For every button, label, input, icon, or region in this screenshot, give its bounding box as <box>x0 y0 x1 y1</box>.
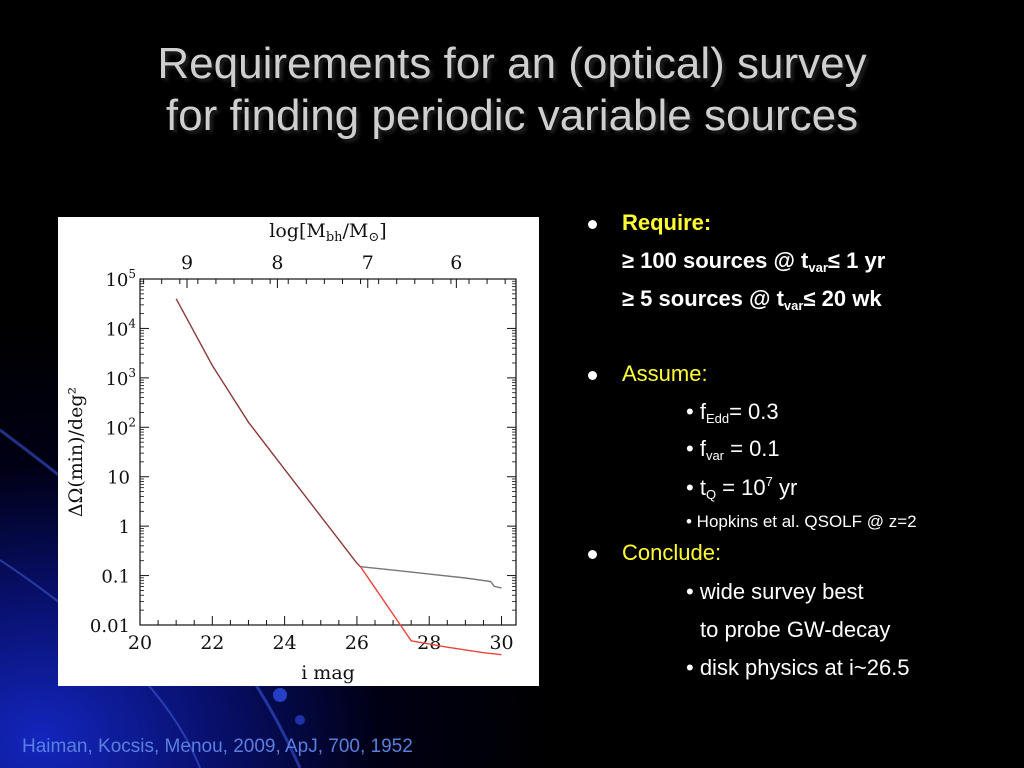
conclusion-1: • wide survey best <box>686 579 864 604</box>
assumption-f-edd: • fEdd= 0.3 <box>686 399 779 426</box>
x-tick-label: 28 <box>417 632 441 654</box>
series-line-3 <box>359 566 502 656</box>
x-tick-label: 20 <box>128 632 152 654</box>
conclusion-1-continued: to probe GW-decay <box>700 617 891 642</box>
bullet-dot-require <box>588 220 597 229</box>
y-tick-label: 102 <box>105 415 136 439</box>
y-tick-label: 105 <box>105 267 136 291</box>
top-tick-label: 6 <box>450 252 462 274</box>
y-tick-label: 1 <box>119 517 130 538</box>
bullet-dot-conclude <box>588 550 597 559</box>
require-label: Require: <box>622 210 712 235</box>
x-tick-label: 24 <box>273 632 297 654</box>
citation: Haiman, Kocsis, Menou, 2009, ApJ, 700, 1… <box>22 736 413 757</box>
x-axis-title: i mag <box>301 662 355 684</box>
requirement-2: ≥ 5 sources @ tvar≤ 20 wk <box>622 286 882 313</box>
conclude-label: Conclude: <box>622 540 722 565</box>
y-axis-title: ΔΩ(min)/deg² <box>65 387 87 517</box>
y-tick-label: 0.01 <box>90 616 130 637</box>
chart-panel: 20 22 24 26 28 30 9 8 7 6 0.01 0.1 1 10 102 103 104 105 i … <box>58 217 539 686</box>
y-tick-label: 10 <box>107 468 130 489</box>
top-axis-title: log[Mbh/M⊙] <box>269 220 386 245</box>
plot-frame <box>139 278 517 626</box>
top-tick-label: 7 <box>362 252 374 274</box>
title-line-2: for finding periodic variable sources <box>165 91 859 140</box>
assumption-qsolf: • Hopkins et al. QSOLF @ z=2 <box>686 512 917 531</box>
slide-title: Requirements for an (optical) survey for… <box>0 38 1024 142</box>
assumption-f-var: • fvar = 0.1 <box>686 436 780 463</box>
y-tick-label: 104 <box>105 316 136 340</box>
top-tick-label: 9 <box>181 252 193 274</box>
x-tick-label: 22 <box>200 632 224 654</box>
y-tick-label: 103 <box>105 366 136 390</box>
x-tick-label: 26 <box>345 632 369 654</box>
chart-svg: 20 22 24 26 28 30 9 8 7 6 0.01 0.1 1 10 102 103 104 105 i … <box>65 220 517 684</box>
assumption-t-q: • tQ = 107 yr <box>686 474 798 502</box>
title-line-1: Requirements for an (optical) survey <box>157 39 867 88</box>
requirement-1: ≥ 100 sources @ tvar≤ 1 yr <box>622 248 886 275</box>
series-line-1 <box>175 298 361 568</box>
x-tick-label: 30 <box>489 632 513 654</box>
conclusion-2: • disk physics at i~26.5 <box>686 655 910 680</box>
bullet-dot-assume <box>588 371 597 380</box>
top-tick-label: 8 <box>271 252 283 274</box>
assume-label: Assume: <box>622 361 708 386</box>
y-tick-label: 0.1 <box>101 567 130 588</box>
series-line-2 <box>360 566 502 589</box>
